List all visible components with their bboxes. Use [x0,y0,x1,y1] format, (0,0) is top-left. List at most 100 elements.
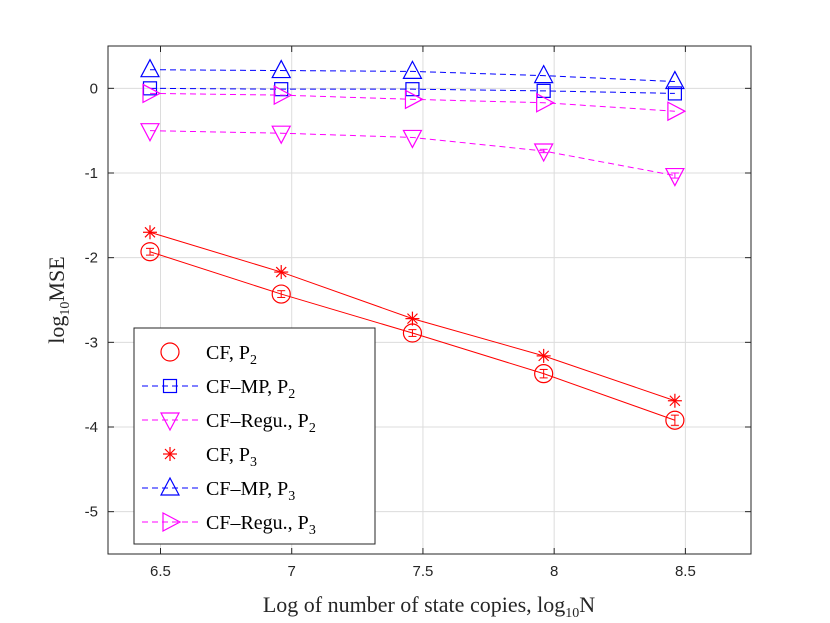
legend-label: CF–MP, P3 [206,478,295,504]
legend-item-2: CF–MP, P2 [142,376,295,402]
legend-label-main: CF–Regu., P [206,512,309,534]
marker-asterisk [405,311,420,326]
series-1 [140,242,685,430]
marker-triangle-down [139,123,160,142]
asterisk-stroke [275,266,287,278]
series-4 [142,225,682,408]
y-tick-label: -3 [85,334,98,351]
y-axis-label: log10MSE [44,256,73,343]
marker-triangle-down [160,412,180,432]
marker-circle [140,242,160,262]
marker-triangle-down [271,125,292,145]
legend-label-sub: 2 [309,421,316,436]
asterisk-stroke [669,395,681,407]
marker-triangle-up [160,476,180,496]
y-tick-label: 0 [90,80,98,97]
x-tick-label: 6.5 [150,563,171,580]
marker-asterisk [536,348,551,363]
legend-label: CF–MP, P2 [206,376,295,402]
marker-square [162,378,178,394]
asterisk-stroke [538,350,550,362]
legend-label-main: CF–Regu., P [206,410,309,432]
legend-label-sub: 3 [250,455,257,470]
marker-asterisk [274,265,289,280]
x-tick-label: 8.5 [675,563,696,580]
marker-circle [534,364,554,384]
legend-item-1: CF, P2 [160,342,257,368]
series-layer [139,58,687,430]
marker-square [667,86,682,101]
error-bar [539,148,548,154]
legend-item-5: CF–MP, P3 [142,476,295,504]
legend-item-4: CF, P3 [163,444,257,470]
legend-label-main: CF, P [206,444,250,466]
series-line [149,92,675,112]
legend-item-6: CF–Regu., P3 [142,512,316,538]
marker-triangle-down [664,167,685,187]
marker-triangle-right [273,85,293,106]
x-axis-label-suffix: N [579,592,595,617]
legend-label: CF, P3 [206,444,257,470]
marker-triangle-right [667,101,687,122]
ticks: 6.5 7 7.5 8 8.5 0 -1 -2 -3 -4 -5 [85,46,751,580]
x-axis-label: Log of number of state copies, log10N [263,592,595,621]
legend-item-3: CF–Regu., P2 [142,410,316,436]
legend-label: CF–Regu., P2 [206,410,316,436]
marker-circle [665,410,685,430]
marker-triangle-up [533,64,554,84]
legend-box [133,327,376,545]
x-axis-label-main: Log of number of state copies, log [263,592,565,617]
plot-frame [107,45,752,555]
legend-label-sub: 2 [250,353,257,368]
marker-asterisk [163,447,177,461]
marker-triangle-down [533,143,554,163]
marker-triangle-right [536,92,555,113]
legend-label-sub: 2 [288,387,295,402]
series-6 [142,83,687,122]
x-axis-label-sub: 10 [565,606,579,621]
x-tick-label: 7.5 [413,563,434,580]
asterisk-stroke [144,226,156,238]
marker-circle [271,284,291,304]
marker-triangle-up [271,59,292,79]
marker-circle [160,342,180,362]
legend-label-sub: 3 [288,489,295,504]
marker-asterisk [142,225,157,240]
marker-square [405,82,420,97]
error-bar [670,172,679,179]
y-tick-label: -1 [85,165,98,182]
marker-triangle-right [404,89,424,110]
y-axis-label-main: log [44,316,69,344]
asterisk-stroke [164,448,176,460]
marker-triangle-down [402,129,423,149]
y-axis-label-suffix: MSE [44,256,69,301]
legend-label-main: CF, P [206,342,250,364]
y-tick-label: -4 [85,419,98,436]
legend-label-main: CF–MP, P [206,478,288,500]
marker-triangle-up [139,58,160,78]
error-bar [277,290,286,298]
error-bar [408,329,417,337]
x-tick-label: 8 [550,563,558,580]
marker-triangle-right [162,512,182,532]
y-tick-label: -2 [85,250,98,267]
y-axis-label-sub: 10 [58,302,73,316]
series-line [149,130,675,177]
series-5 [139,58,685,90]
x-tick-label: 7 [288,563,296,580]
marker-triangle-up [402,60,423,80]
legend-label-main: CF–MP, P [206,376,288,398]
marker-asterisk [667,393,682,408]
error-bar [670,414,679,426]
legend-label: CF–Regu., P3 [206,512,316,538]
marker-triangle-up [664,70,685,90]
marker-triangle-right [142,83,162,104]
error-bar [145,247,154,256]
asterisk-stroke [407,313,418,325]
y-tick-label: -5 [85,504,98,521]
legend-label: CF, P2 [206,342,257,368]
error-bar [539,368,548,379]
series-line [149,87,675,94]
